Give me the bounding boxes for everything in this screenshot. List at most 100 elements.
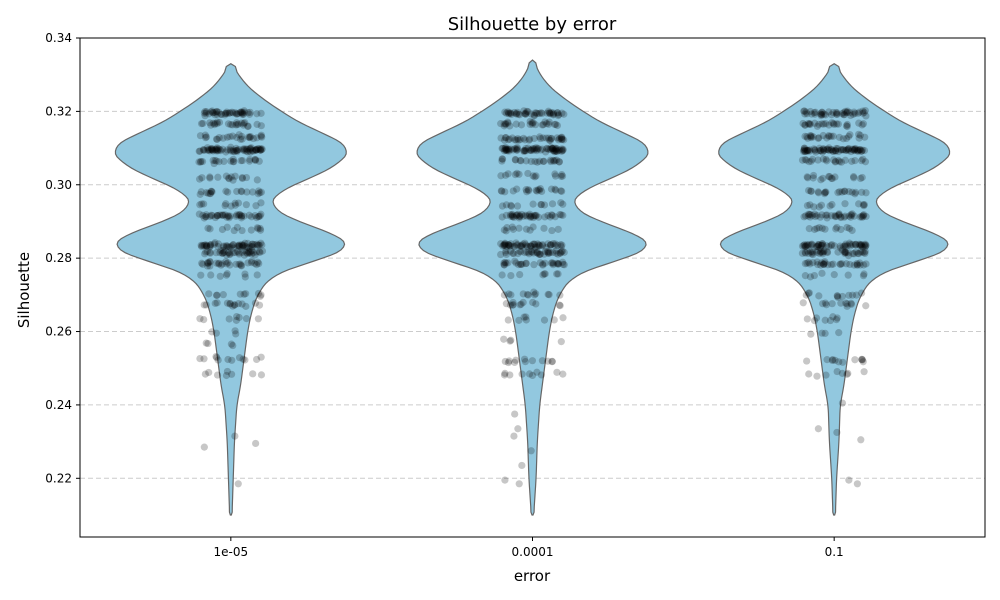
strip-point bbox=[543, 248, 552, 256]
strip-point bbox=[255, 145, 263, 153]
strip-point bbox=[557, 199, 565, 207]
strip-point bbox=[823, 356, 831, 364]
strip-point bbox=[858, 173, 866, 182]
strip-point bbox=[231, 248, 239, 257]
strip-point-outlier bbox=[857, 436, 865, 444]
strip-point bbox=[515, 170, 523, 178]
strip-point bbox=[818, 148, 827, 156]
strip-point bbox=[532, 212, 540, 220]
strip-point bbox=[545, 248, 553, 256]
strip-point bbox=[848, 145, 856, 153]
strip-point bbox=[222, 242, 230, 250]
strip-point bbox=[837, 146, 846, 154]
strip-point bbox=[850, 147, 858, 155]
x-axis-title: error bbox=[514, 567, 551, 585]
strip-point bbox=[196, 315, 204, 323]
strip-point bbox=[512, 212, 521, 220]
strip-point bbox=[514, 210, 522, 218]
strip-point bbox=[533, 187, 541, 195]
strip-point bbox=[801, 110, 809, 118]
strip-point bbox=[529, 119, 537, 127]
strip-point bbox=[218, 249, 227, 257]
strip-point bbox=[817, 147, 825, 155]
strip-point bbox=[206, 174, 214, 182]
strip-point bbox=[533, 158, 541, 166]
strip-point bbox=[238, 174, 247, 183]
strip-point bbox=[225, 175, 233, 183]
strip-point bbox=[560, 136, 568, 144]
strip-point bbox=[860, 211, 868, 219]
strip-point bbox=[524, 144, 532, 152]
strip-point bbox=[520, 146, 529, 155]
strip-point bbox=[802, 249, 810, 257]
strip-point bbox=[825, 172, 833, 181]
strip-point bbox=[811, 146, 819, 154]
strip-point bbox=[505, 110, 513, 118]
strip-point bbox=[219, 134, 227, 142]
strip-point bbox=[855, 200, 863, 208]
strip-point bbox=[831, 147, 839, 155]
strip-point bbox=[204, 258, 212, 267]
strip-point bbox=[240, 147, 248, 155]
strip-point bbox=[240, 290, 248, 298]
strip-point bbox=[835, 211, 843, 219]
strip-point bbox=[234, 120, 242, 128]
strip-point bbox=[840, 111, 848, 119]
strip-point bbox=[204, 339, 212, 348]
strip-point bbox=[213, 107, 221, 116]
strip-point bbox=[814, 134, 822, 142]
strip-point bbox=[809, 133, 817, 141]
strip-point bbox=[549, 144, 557, 152]
strip-point bbox=[196, 201, 204, 209]
strip-point bbox=[201, 112, 209, 120]
strip-point bbox=[807, 241, 815, 249]
strip-point bbox=[506, 371, 514, 379]
strip-point bbox=[512, 120, 520, 128]
strip-point bbox=[825, 132, 833, 141]
strip-point bbox=[242, 315, 251, 323]
strip-point bbox=[845, 144, 853, 153]
strip-point bbox=[206, 119, 214, 127]
strip-point bbox=[515, 224, 523, 232]
strip-point bbox=[529, 200, 537, 208]
strip-point bbox=[810, 203, 818, 211]
strip-point bbox=[256, 189, 264, 197]
strip-point bbox=[510, 242, 518, 251]
strip-point bbox=[802, 242, 810, 251]
strip-point bbox=[855, 146, 863, 154]
strip-point bbox=[534, 186, 543, 194]
strip-point bbox=[539, 271, 547, 279]
strip-point bbox=[206, 258, 214, 266]
strip-point bbox=[204, 189, 212, 197]
strip-point bbox=[256, 248, 264, 256]
strip-point bbox=[245, 249, 253, 257]
strip-point bbox=[504, 136, 513, 144]
strip-point bbox=[501, 146, 509, 154]
strip-point bbox=[529, 298, 537, 306]
strip-point bbox=[800, 107, 809, 115]
y-tick-label: 0.28 bbox=[45, 251, 72, 265]
strip-point bbox=[195, 210, 203, 218]
strip-point bbox=[814, 156, 822, 164]
strip-point bbox=[256, 292, 264, 300]
strip-point bbox=[500, 371, 509, 379]
strip-point bbox=[521, 110, 529, 118]
strip-point bbox=[558, 136, 566, 144]
strip-point bbox=[233, 148, 241, 156]
strip-point bbox=[844, 369, 852, 377]
strip-point bbox=[238, 248, 246, 256]
strip-point bbox=[802, 156, 810, 164]
strip-point bbox=[526, 120, 534, 129]
strip-point bbox=[842, 146, 850, 154]
strip-point bbox=[254, 315, 262, 323]
strip-point bbox=[507, 336, 515, 344]
strip-point bbox=[255, 187, 263, 195]
strip-point bbox=[823, 145, 831, 153]
strip-point bbox=[224, 212, 232, 220]
strip-point bbox=[834, 120, 842, 128]
strip-point bbox=[823, 211, 831, 219]
strip-point bbox=[244, 148, 252, 156]
strip-point bbox=[545, 136, 554, 144]
strip-point bbox=[836, 242, 844, 250]
strip-point bbox=[239, 355, 247, 363]
